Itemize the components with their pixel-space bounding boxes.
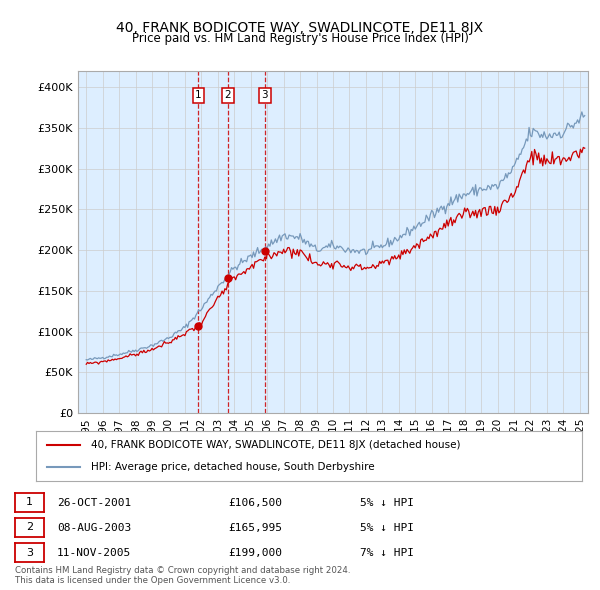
Text: 2: 2 — [224, 90, 231, 100]
Text: 11-NOV-2005: 11-NOV-2005 — [57, 549, 131, 558]
Text: Contains HM Land Registry data © Crown copyright and database right 2024.: Contains HM Land Registry data © Crown c… — [15, 566, 350, 575]
Text: 5% ↓ HPI: 5% ↓ HPI — [360, 498, 414, 507]
Text: 1: 1 — [195, 90, 202, 100]
Text: HPI: Average price, detached house, South Derbyshire: HPI: Average price, detached house, Sout… — [91, 462, 374, 472]
Text: 2: 2 — [26, 523, 33, 532]
Text: 40, FRANK BODICOTE WAY, SWADLINCOTE, DE11 8JX: 40, FRANK BODICOTE WAY, SWADLINCOTE, DE1… — [116, 21, 484, 35]
Text: 08-AUG-2003: 08-AUG-2003 — [57, 523, 131, 533]
Text: 26-OCT-2001: 26-OCT-2001 — [57, 498, 131, 507]
Text: £165,995: £165,995 — [228, 523, 282, 533]
Text: 3: 3 — [262, 90, 268, 100]
Text: 3: 3 — [26, 548, 33, 558]
Text: 40, FRANK BODICOTE WAY, SWADLINCOTE, DE11 8JX (detached house): 40, FRANK BODICOTE WAY, SWADLINCOTE, DE1… — [91, 440, 460, 450]
Text: 1: 1 — [26, 497, 33, 507]
Text: £199,000: £199,000 — [228, 549, 282, 558]
Text: This data is licensed under the Open Government Licence v3.0.: This data is licensed under the Open Gov… — [15, 576, 290, 585]
Text: 5% ↓ HPI: 5% ↓ HPI — [360, 523, 414, 533]
Text: 7% ↓ HPI: 7% ↓ HPI — [360, 549, 414, 558]
Text: £106,500: £106,500 — [228, 498, 282, 507]
Text: Price paid vs. HM Land Registry's House Price Index (HPI): Price paid vs. HM Land Registry's House … — [131, 32, 469, 45]
